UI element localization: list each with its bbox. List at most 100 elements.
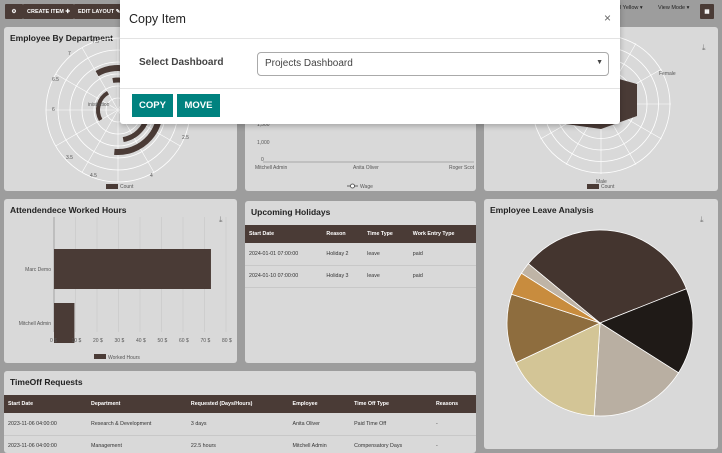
x-tick-label: 60 $	[179, 338, 189, 344]
table-cell: Paid Time Off	[350, 413, 432, 436]
pencil-icon: ✎	[115, 8, 121, 15]
pie-slice	[515, 322, 601, 417]
y-tick: 1,500	[257, 122, 270, 128]
card-title: Employee Leave Analysis	[490, 205, 594, 215]
table-cell: Management	[87, 435, 187, 453]
pie-slice	[593, 322, 680, 417]
table-cell: -	[431, 413, 476, 436]
caret-down-icon: ▾	[639, 5, 643, 11]
table-cell: 2024-01-10 07:00:00	[245, 265, 323, 288]
radar-tick-label: 3.5	[66, 155, 73, 161]
download-icon[interactable]: ⤓	[219, 215, 223, 224]
leave-analysis-card: Employee Leave Analysis ⤓	[484, 199, 718, 449]
column-header: Reasons	[431, 395, 476, 413]
table-row: 2023-11-06 04:00:00 Research & Developme…	[4, 413, 476, 436]
radar-label: Male	[596, 179, 607, 185]
y-tick: 1,000	[257, 140, 270, 146]
timeoff-table-wrap: Start Date Department Requested (Days/Ho…	[4, 395, 476, 453]
column-header: Work Entry Type	[408, 225, 476, 243]
grid-menu-button[interactable]: ▦	[700, 4, 714, 19]
timeoff-table: Start Date Department Requested (Days/Ho…	[4, 395, 476, 453]
table-row: 2023-11-06 04:00:00 Management 22.5 hour…	[4, 435, 476, 453]
plus-icon: ✚	[65, 8, 71, 15]
table-cell: Holiday 3	[322, 265, 364, 288]
card-title: Attendendece Worked Hours	[10, 205, 127, 215]
bar	[54, 249, 211, 289]
download-icon[interactable]: ⤓	[700, 215, 704, 224]
radar-tick-label: 2.5	[182, 135, 189, 141]
create-item-button[interactable]: CREATE ITEM ✚	[23, 4, 75, 19]
select-dashboard-label: Select Dashboard	[139, 57, 224, 68]
attendance-card: Attendendece Worked Hours ⤓ 0 $ 10 $ 20 $ 3…	[4, 199, 237, 363]
radar-spoke	[81, 47, 119, 111]
wage-line-chart: 1,500 1,000 0 Mitchell Admin Anita Olive…	[255, 122, 475, 190]
table-cell: Holiday 2	[322, 243, 364, 266]
radar-tick-label: 4	[150, 173, 153, 179]
view-mode-dropdown[interactable]: View Mode ▾	[658, 5, 690, 11]
pie-slice	[527, 229, 687, 324]
radar-label: inistration	[88, 102, 110, 108]
gear-icon: ⚙	[11, 8, 17, 15]
category-label: Marc Demo	[25, 267, 51, 273]
table-cell: -	[431, 435, 476, 453]
move-button[interactable]: MOVE	[177, 94, 220, 117]
card-title: Upcoming Holidays	[251, 207, 331, 217]
card-title: TimeOff Requests	[10, 377, 83, 387]
attendance-bar-chart: 0 $ 10 $ 20 $ 30 $ 40 $ 50 $ 60 $ 70 $ 80 $ Marc…	[19, 217, 232, 361]
card-title: Employee By Department	[10, 33, 113, 43]
table-cell: 2023-11-06 04:00:00	[4, 435, 87, 453]
pie-slice	[506, 293, 602, 364]
table-cell: 2023-11-06 04:00:00	[4, 413, 87, 436]
column-header: Reason	[322, 225, 364, 243]
close-icon[interactable]: ×	[603, 11, 611, 25]
table-cell: leave	[363, 265, 409, 288]
radar-tick-label: 4.5	[90, 173, 97, 179]
legend-label: Worked Hours	[108, 355, 140, 361]
column-header: Requested (Days/Hours)	[186, 395, 289, 413]
grid-icon: ▦	[704, 8, 710, 15]
radar-tick-label: 6	[52, 107, 55, 113]
x-label: Anita Oliver	[353, 165, 379, 171]
pie-slice	[599, 288, 694, 374]
legend-swatch	[94, 354, 106, 359]
column-header: Employee	[288, 395, 351, 413]
radar-spoke	[81, 109, 119, 173]
theme-dropdown[interactable]: l Yellow ▾	[620, 5, 643, 11]
table-cell: Anita Oliver	[288, 413, 351, 436]
holidays-table-wrap: Start Date Reason Time Type Work Entry T…	[245, 225, 476, 288]
radar-tick-label: 6.5	[52, 77, 59, 83]
radar-spoke	[55, 73, 119, 111]
category-label: Mitchell Admin	[19, 321, 51, 327]
legend-marker	[350, 183, 355, 189]
x-tick-label: 0 $	[50, 338, 57, 344]
table-cell: paid	[408, 243, 476, 266]
dashboard-toolbar: ⚙ CREATE ITEM ✚ EDIT LAYOUT ✎ l Yellow ▾…	[0, 0, 722, 24]
timeoff-requests-card: TimeOff Requests Start Date Department R…	[4, 371, 476, 453]
legend-label: Count	[601, 184, 615, 190]
edit-layout-button[interactable]: EDIT LAYOUT ✎	[74, 4, 125, 19]
column-header: Time Off Type	[350, 395, 432, 413]
x-tick-label: 10 $	[72, 338, 82, 344]
copy-button[interactable]: COPY	[132, 94, 173, 117]
table-cell: 22.5 hours	[186, 435, 289, 453]
download-icon[interactable]: ⤓	[702, 43, 706, 52]
legend-label: Wage	[360, 184, 373, 190]
bar	[54, 303, 75, 343]
x-label: Mitchell Admin	[255, 165, 287, 171]
x-tick-label: 30 $	[115, 338, 125, 344]
modal-title: Copy Item	[129, 12, 186, 26]
x-tick-label: 40 $	[136, 338, 146, 344]
radar-tick-label: 7.5	[92, 39, 99, 45]
settings-button[interactable]: ⚙	[5, 4, 23, 19]
radar-spoke	[55, 109, 119, 147]
x-tick-label: 80 $	[222, 338, 232, 344]
table-row: 2024-01-10 07:00:00 Holiday 3 leave paid	[245, 265, 476, 288]
table-cell: Compensatory Days	[350, 435, 432, 453]
x-label: Roger Scot	[449, 165, 475, 171]
y-tick: 0	[261, 157, 264, 163]
table-header-row: Start Date Department Requested (Days/Ho…	[4, 395, 476, 413]
table-header-row: Start Date Reason Time Type Work Entry T…	[245, 225, 476, 243]
dashboard-select[interactable]: Projects Dashboard ▼	[257, 52, 609, 76]
column-header: Department	[87, 395, 187, 413]
